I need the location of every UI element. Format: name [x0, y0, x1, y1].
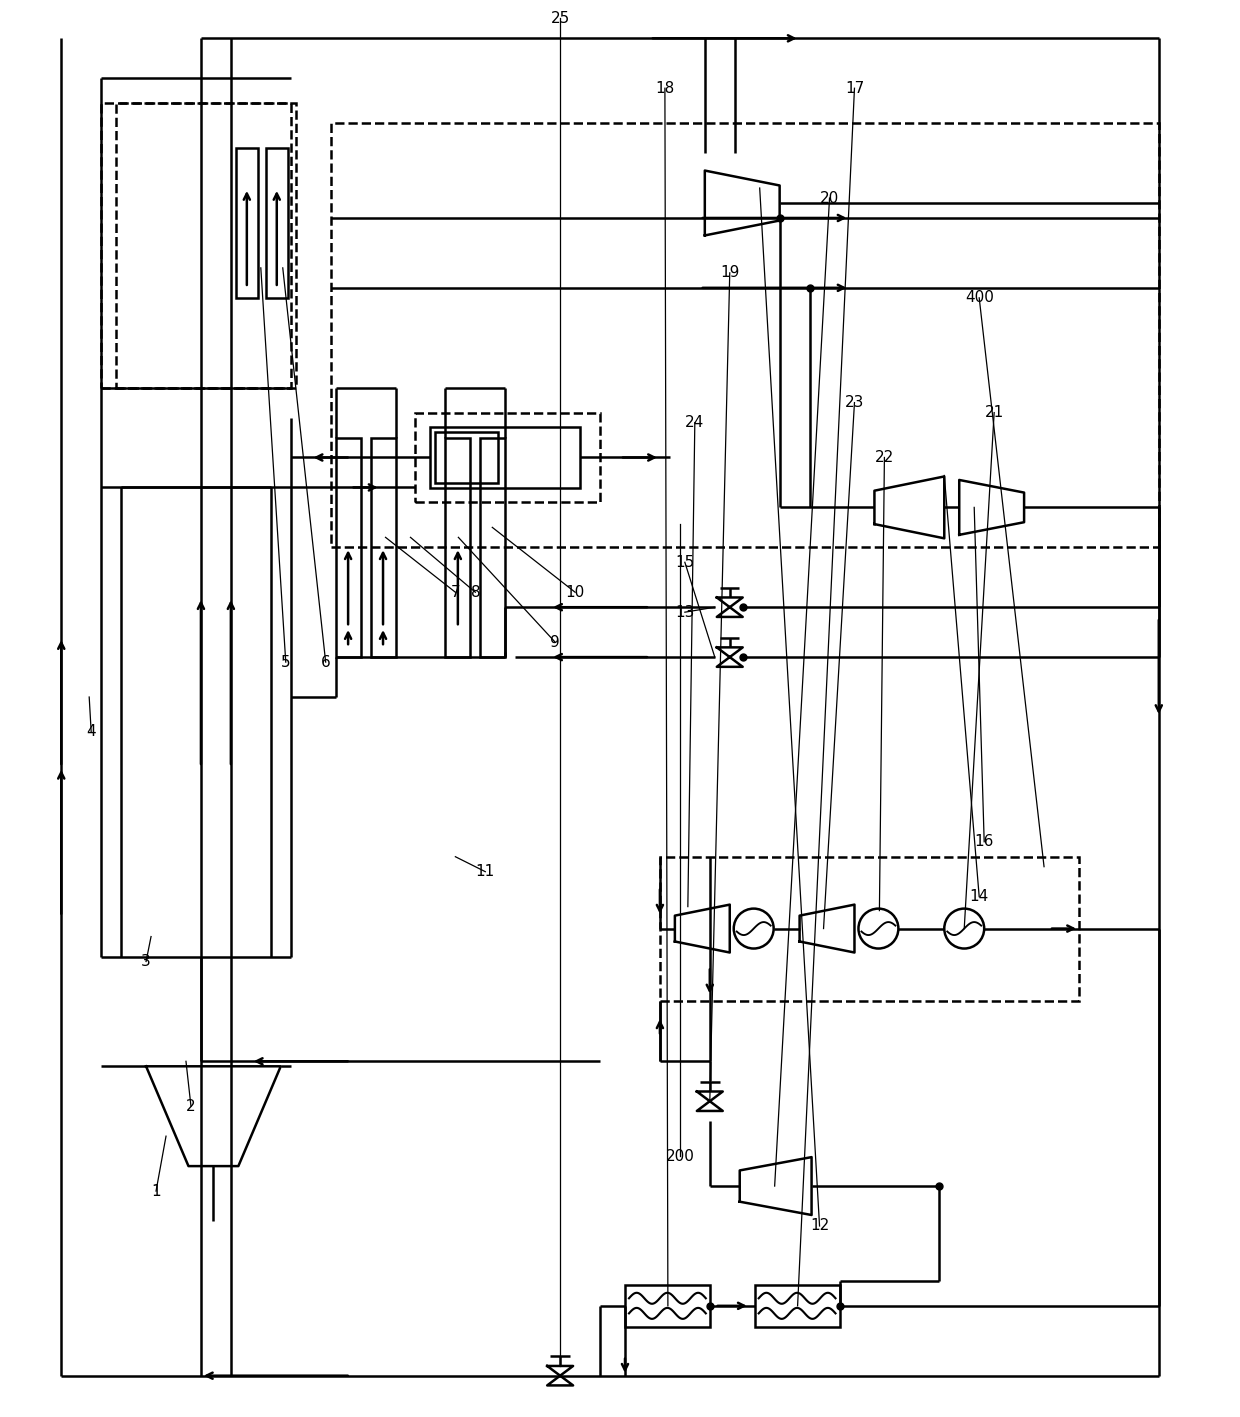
- Text: 11: 11: [476, 864, 495, 879]
- Text: 400: 400: [965, 290, 993, 305]
- Bar: [435, 432, 498, 483]
- Text: 3: 3: [141, 954, 151, 969]
- Text: 5: 5: [281, 655, 290, 670]
- Bar: [331, 123, 1159, 547]
- Bar: [336, 438, 361, 657]
- Text: 16: 16: [975, 835, 994, 849]
- Bar: [430, 427, 580, 489]
- Bar: [236, 149, 258, 298]
- Text: 19: 19: [720, 265, 739, 281]
- Text: 20: 20: [820, 190, 839, 205]
- Bar: [445, 438, 470, 657]
- Text: 14: 14: [970, 888, 988, 904]
- Text: 9: 9: [551, 635, 560, 649]
- Text: 1: 1: [151, 1183, 161, 1199]
- Bar: [480, 438, 505, 657]
- Text: 21: 21: [985, 405, 1004, 419]
- Text: 2: 2: [186, 1098, 196, 1114]
- Text: 200: 200: [666, 1149, 694, 1163]
- Bar: [371, 438, 396, 657]
- Text: 18: 18: [655, 81, 675, 96]
- Text: 17: 17: [844, 81, 864, 96]
- Text: 24: 24: [686, 415, 704, 431]
- Text: 23: 23: [844, 395, 864, 410]
- Text: 8: 8: [470, 585, 480, 599]
- Bar: [755, 1285, 839, 1326]
- Text: 22: 22: [874, 451, 894, 465]
- Bar: [265, 149, 288, 298]
- Text: 15: 15: [676, 555, 694, 570]
- Bar: [415, 412, 600, 503]
- Text: 25: 25: [551, 11, 569, 26]
- Bar: [660, 857, 1079, 1002]
- Bar: [117, 103, 290, 388]
- Text: 10: 10: [565, 585, 585, 599]
- Bar: [102, 103, 295, 388]
- Text: 13: 13: [675, 605, 694, 619]
- Text: 12: 12: [810, 1219, 830, 1233]
- Text: 4: 4: [87, 724, 95, 740]
- Text: 6: 6: [321, 655, 331, 670]
- Bar: [625, 1285, 709, 1326]
- Text: 7: 7: [450, 585, 460, 599]
